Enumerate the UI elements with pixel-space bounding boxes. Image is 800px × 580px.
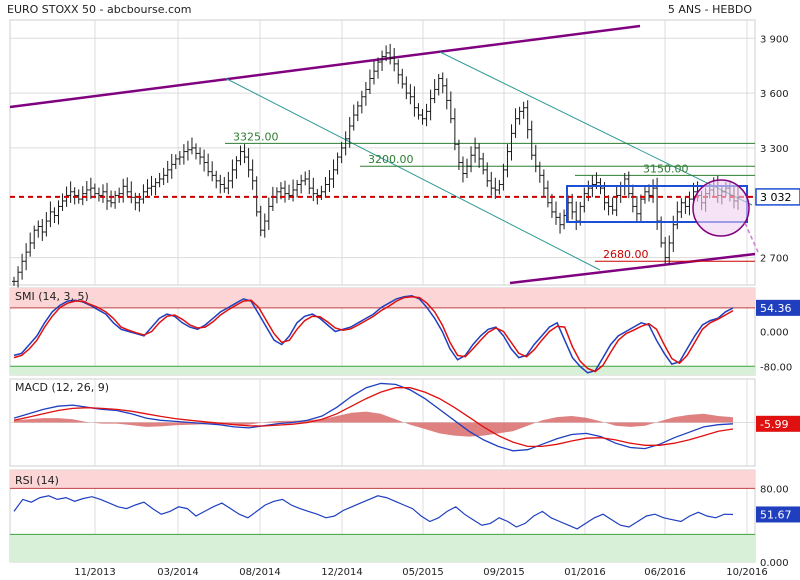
rsi-series-line xyxy=(13,495,734,530)
x-tick-label: 09/2015 xyxy=(483,567,525,578)
current-price-box xyxy=(755,188,800,206)
level-label: 3325.00 xyxy=(233,130,279,143)
x-tick-label: 05/2015 xyxy=(402,567,444,578)
highlight-circle xyxy=(692,179,750,237)
smi-overbought-zone xyxy=(10,288,755,308)
smi-y-tick-label: 0.000 xyxy=(760,328,789,339)
level-label: 2680.00 xyxy=(603,248,649,261)
macd-series-line xyxy=(13,382,734,452)
smi-current-label: 54.36 xyxy=(760,302,792,315)
smi-title: SMI (14, 3, 5) xyxy=(15,290,89,303)
x-tick-label: 06/2016 xyxy=(644,567,686,578)
channel-upper-line xyxy=(439,51,753,206)
channel-lower-line xyxy=(224,77,601,271)
x-tick-label: 01/2016 xyxy=(564,567,606,578)
price-y-tick-label: 3 600 xyxy=(760,89,789,100)
smi-oversold-zone xyxy=(10,366,755,375)
x-tick-label: 10/2016 xyxy=(726,567,768,578)
smi-y-tick-label: -80.00 xyxy=(760,362,792,373)
rsi-y-tick-label: 0.000 xyxy=(760,558,789,569)
macd-series-line xyxy=(13,387,734,448)
macd-title: MACD (12, 26, 9) xyxy=(15,381,109,394)
x-tick-label: 03/2014 xyxy=(157,567,199,578)
lower-trendline xyxy=(509,252,756,285)
projection-dash xyxy=(744,222,759,253)
level-label: 3200.00 xyxy=(368,153,414,166)
price-y-tick-label: 3 900 xyxy=(760,34,789,45)
rsi-oversold-zone xyxy=(10,534,755,562)
rsi-current-label: 51.67 xyxy=(760,508,792,521)
macd-current-box xyxy=(756,415,800,432)
macd-histogram xyxy=(14,411,733,437)
price-y-tick-label: 3 300 xyxy=(760,144,789,155)
rsi-overbought-zone xyxy=(10,470,755,489)
x-tick-label: 08/2014 xyxy=(239,567,281,578)
rsi-title: RSI (14) xyxy=(15,474,59,487)
macd-current-label: -5.99 xyxy=(760,418,788,431)
smi-current-box xyxy=(756,299,800,316)
current-price-label: 3 032 xyxy=(760,191,792,204)
x-tick-label: 11/2013 xyxy=(74,567,116,578)
chart-title: EURO STOXX 50 - abcbourse.com xyxy=(7,3,191,16)
upper-trendline xyxy=(9,24,641,109)
rsi-y-tick-label: 80.00 xyxy=(760,484,789,495)
chart-period: 5 ANS - HEBDO xyxy=(668,3,752,16)
rsi-current-box xyxy=(756,506,800,523)
price-y-tick-label: 2 700 xyxy=(760,254,789,265)
x-tick-label: 12/2014 xyxy=(321,567,363,578)
smi-series-line xyxy=(13,295,734,373)
smi-series-line xyxy=(13,295,734,374)
level-label: 3150.00 xyxy=(643,162,689,175)
